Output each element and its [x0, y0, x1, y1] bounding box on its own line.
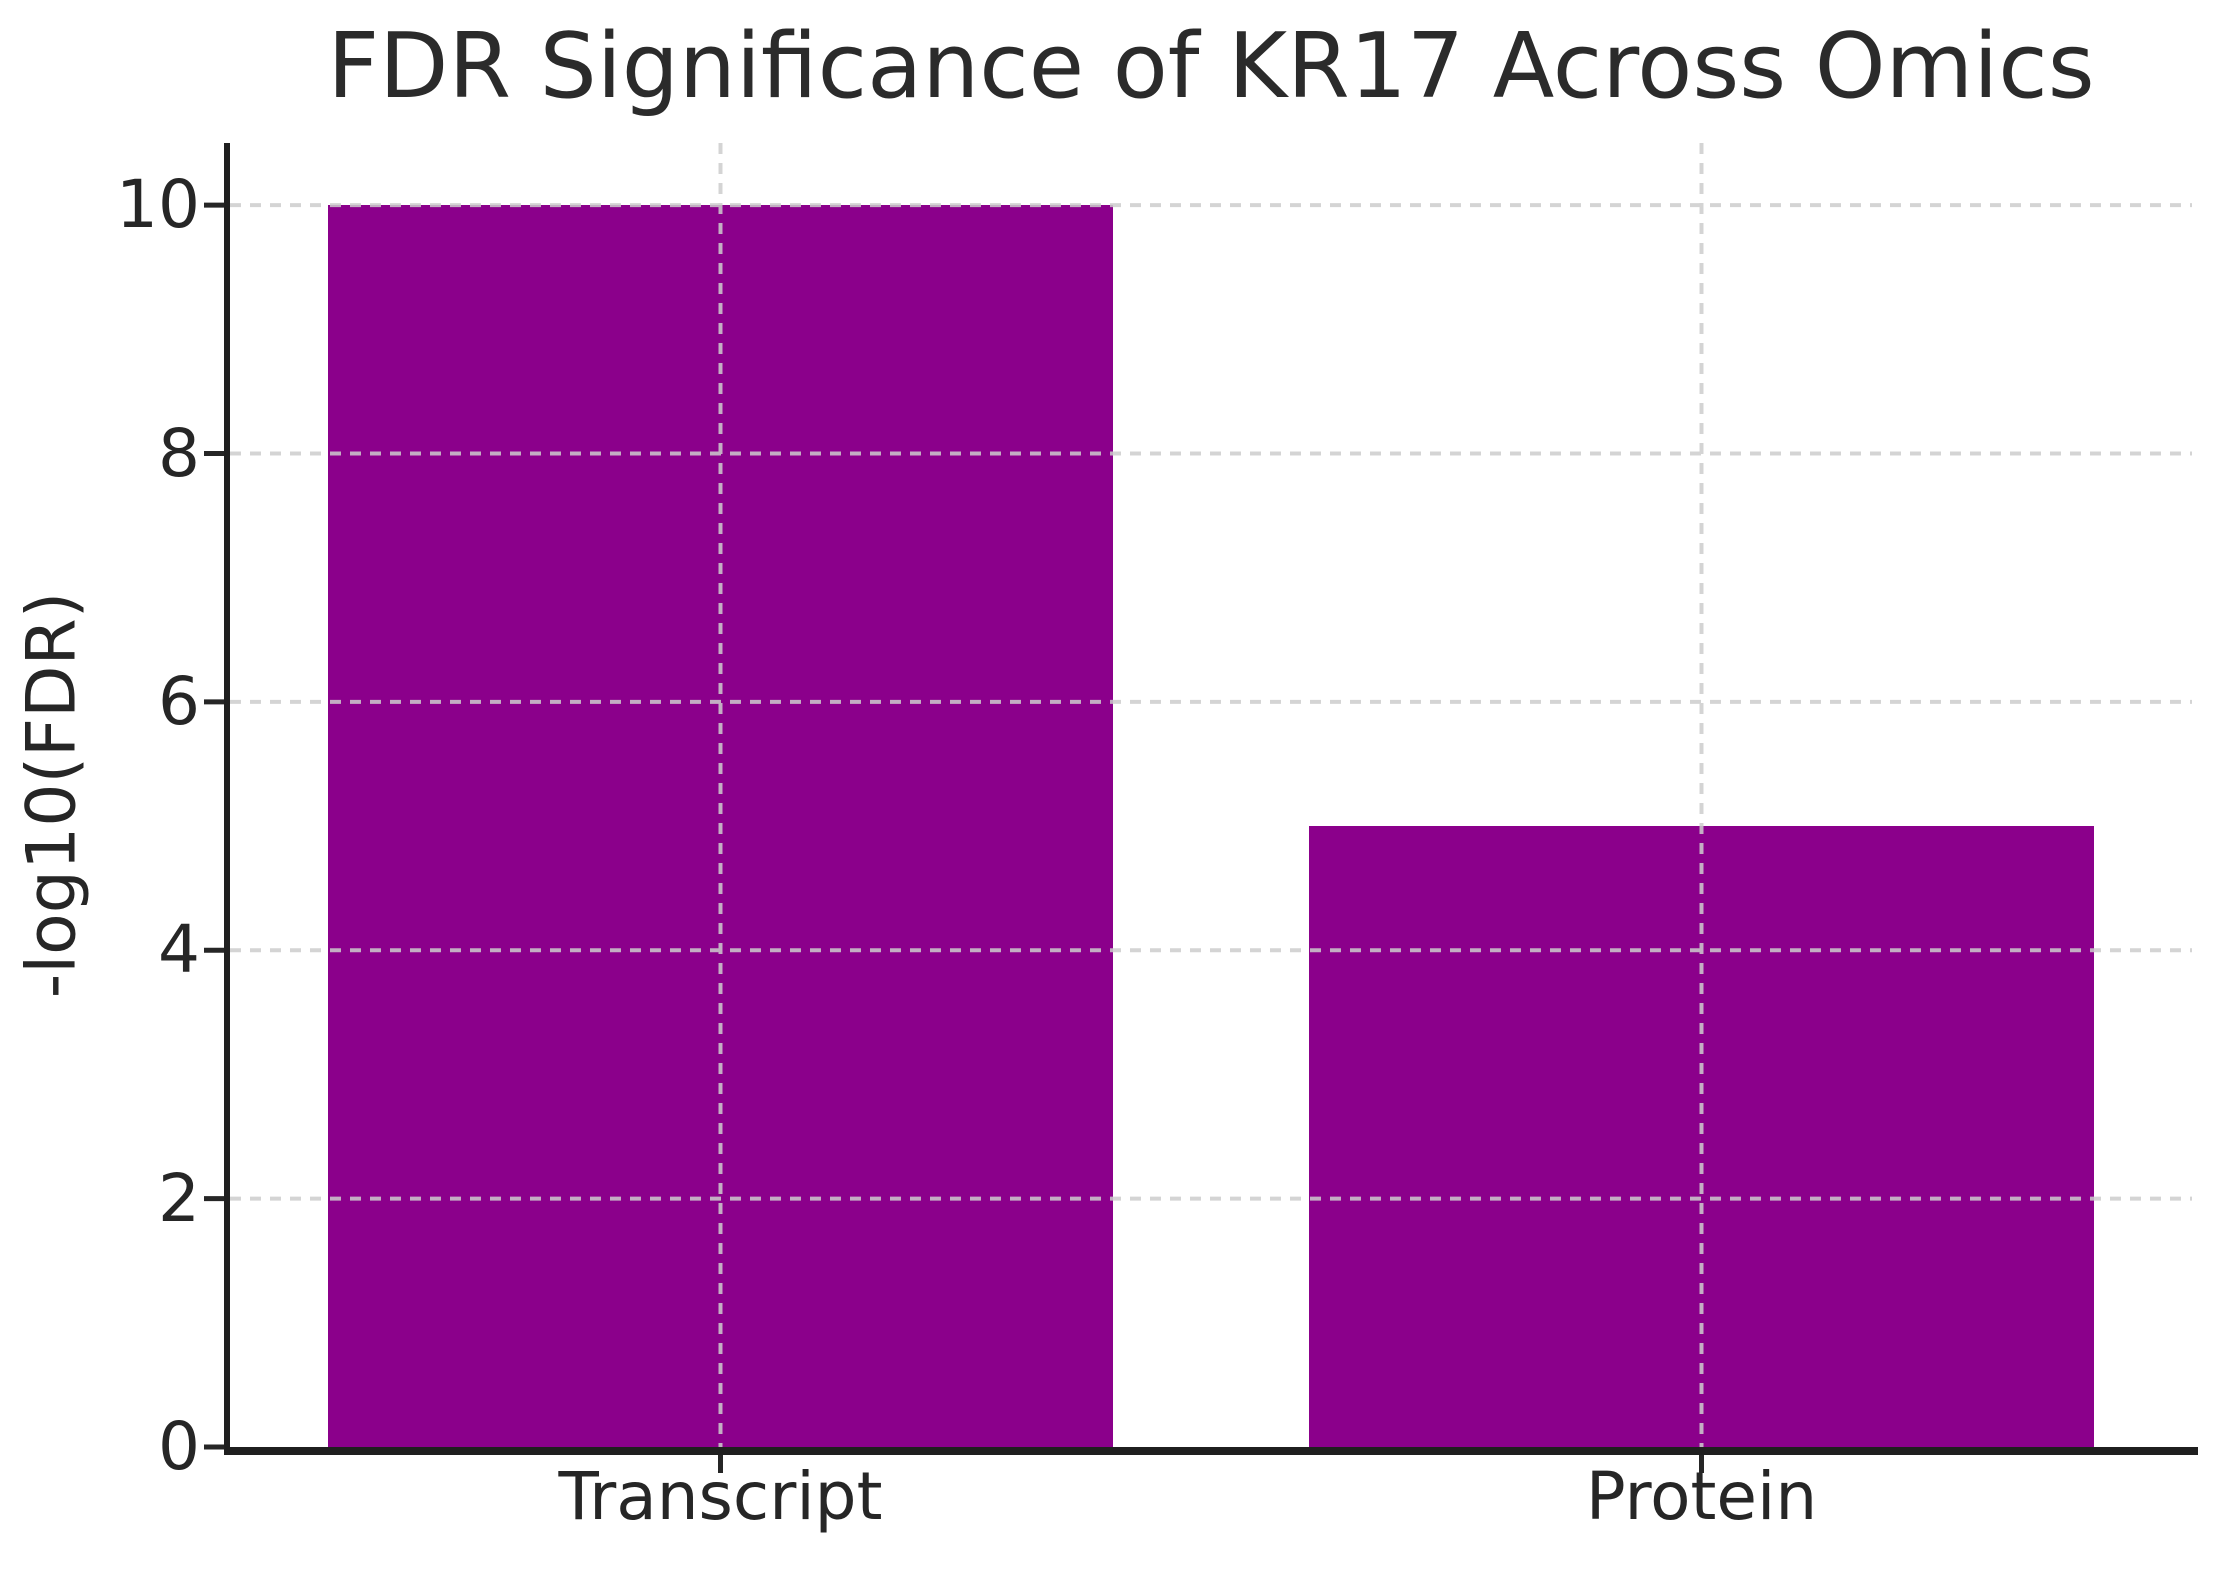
bar-transcript — [328, 205, 1113, 1447]
ytick-label-4: 4 — [158, 911, 200, 989]
xtick-label-protein: Protein — [1585, 1458, 1818, 1535]
ytick-label-2: 2 — [158, 1159, 200, 1237]
ytick-label-0: 0 — [158, 1408, 200, 1485]
xtick-label-transcript: Transcript — [558, 1458, 883, 1535]
ytick-label-10: 10 — [116, 166, 200, 244]
ytick-label-6: 6 — [158, 662, 200, 740]
bar-protein — [1309, 826, 2094, 1447]
ytick-label-8: 8 — [158, 414, 200, 492]
chart-title: FDR Significance of KR17 Across Omics — [327, 14, 2095, 119]
